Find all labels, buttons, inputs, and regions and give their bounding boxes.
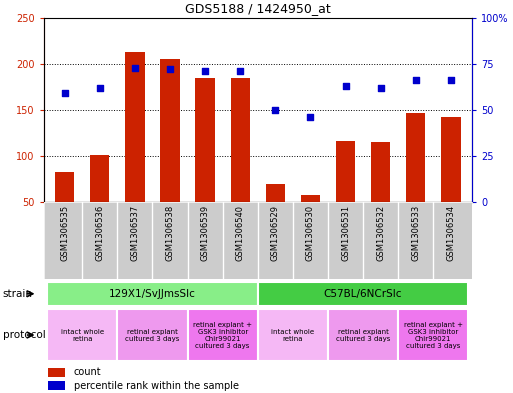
Bar xyxy=(195,78,215,248)
Text: GSM1306530: GSM1306530 xyxy=(306,205,315,261)
Point xyxy=(271,107,280,113)
Bar xyxy=(230,78,250,248)
Point xyxy=(342,83,350,89)
Text: GSM1306536: GSM1306536 xyxy=(95,205,104,261)
Point xyxy=(201,68,209,74)
Bar xyxy=(188,309,258,361)
Bar xyxy=(336,141,355,248)
Point xyxy=(411,77,420,84)
Text: GSM1306539: GSM1306539 xyxy=(201,205,210,261)
Point xyxy=(166,66,174,73)
Text: retinal explant
cultured 3 days: retinal explant cultured 3 days xyxy=(336,329,390,342)
Text: GSM1306535: GSM1306535 xyxy=(60,205,69,261)
Text: GSM1306538: GSM1306538 xyxy=(166,205,174,261)
Bar xyxy=(90,155,109,248)
Bar xyxy=(301,195,320,248)
Text: retinal explant
cultured 3 days: retinal explant cultured 3 days xyxy=(125,329,180,342)
Text: GSM1306533: GSM1306533 xyxy=(411,205,420,261)
Text: GSM1306537: GSM1306537 xyxy=(130,205,140,261)
Bar xyxy=(125,52,145,248)
Bar xyxy=(48,368,65,377)
Bar xyxy=(266,184,285,248)
Text: GSM1306540: GSM1306540 xyxy=(236,205,245,261)
Point xyxy=(306,114,314,121)
Point xyxy=(96,85,104,91)
Text: protocol: protocol xyxy=(3,330,45,340)
Text: GSM1306529: GSM1306529 xyxy=(271,205,280,261)
Bar xyxy=(48,381,65,390)
Bar xyxy=(47,281,258,306)
Bar xyxy=(328,309,398,361)
Text: GSM1306532: GSM1306532 xyxy=(376,205,385,261)
Bar xyxy=(161,59,180,248)
Bar xyxy=(55,172,74,248)
Text: C57BL/6NCrSlc: C57BL/6NCrSlc xyxy=(324,289,402,299)
Text: count: count xyxy=(73,367,101,377)
Point xyxy=(236,68,244,74)
Text: retinal explant +
GSK3 inhibitor
Chir99021
cultured 3 days: retinal explant + GSK3 inhibitor Chir990… xyxy=(193,321,252,349)
Bar xyxy=(398,309,468,361)
Point xyxy=(61,90,69,97)
Text: intact whole
retina: intact whole retina xyxy=(271,329,314,342)
Bar xyxy=(117,309,188,361)
Text: strain: strain xyxy=(3,289,32,299)
Title: GDS5188 / 1424950_at: GDS5188 / 1424950_at xyxy=(185,2,331,15)
Text: retinal explant +
GSK3 inhibitor
Chir99021
cultured 3 days: retinal explant + GSK3 inhibitor Chir990… xyxy=(404,321,463,349)
Bar xyxy=(258,281,468,306)
Point xyxy=(377,85,385,91)
Bar xyxy=(441,116,461,248)
Text: GSM1306531: GSM1306531 xyxy=(341,205,350,261)
Point xyxy=(447,77,455,84)
Bar xyxy=(258,309,328,361)
Text: GSM1306534: GSM1306534 xyxy=(446,205,456,261)
Bar xyxy=(371,142,390,248)
Text: 129X1/SvJJmsSlc: 129X1/SvJJmsSlc xyxy=(109,289,196,299)
Text: intact whole
retina: intact whole retina xyxy=(61,329,104,342)
Bar xyxy=(47,309,117,361)
Text: percentile rank within the sample: percentile rank within the sample xyxy=(73,381,239,391)
Point xyxy=(131,64,139,71)
Bar xyxy=(406,113,425,248)
